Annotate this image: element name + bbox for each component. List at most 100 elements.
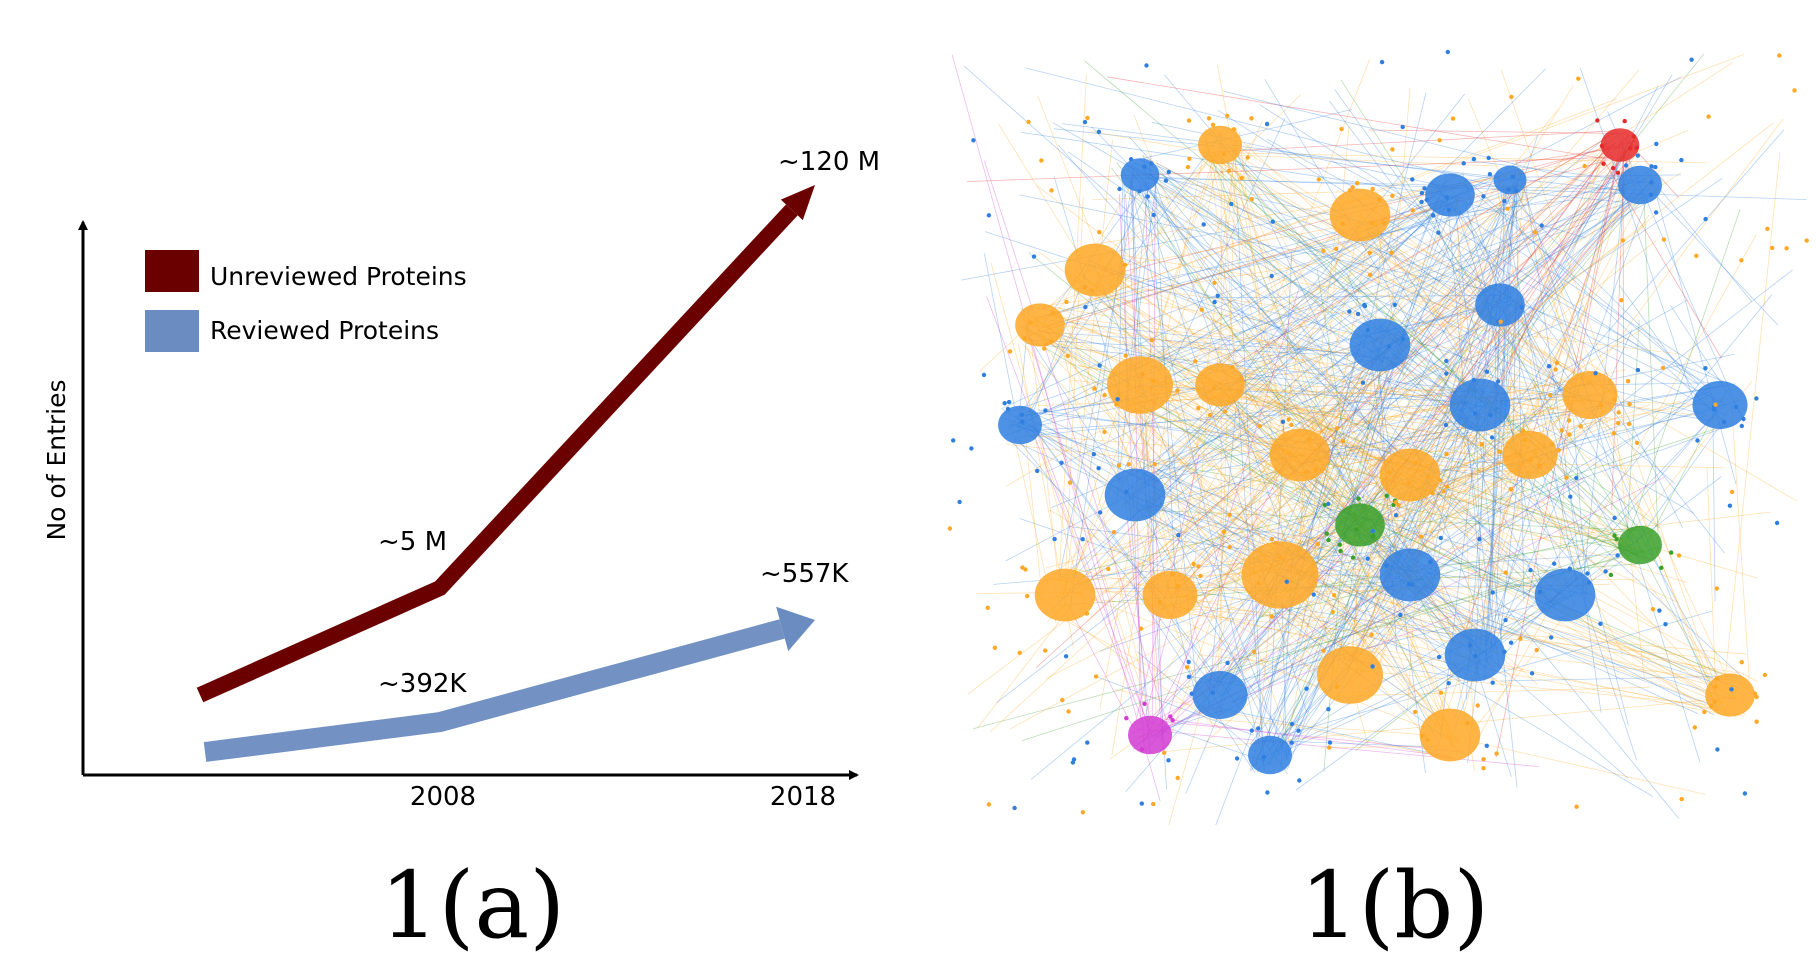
network-edge [1493, 404, 1633, 541]
network-edge [1410, 173, 1652, 462]
network-node [1355, 181, 1360, 186]
network-node [1438, 690, 1444, 695]
network-edge [1020, 98, 1617, 329]
network-node [1390, 147, 1395, 152]
network-edge [1200, 189, 1442, 382]
network-node [1450, 116, 1456, 121]
network-node [1140, 372, 1145, 377]
network-edge [1350, 384, 1567, 593]
network-edge [1207, 267, 1455, 394]
network-node [1151, 801, 1156, 807]
network-edge [1237, 59, 1370, 398]
network-edge [1303, 149, 1611, 436]
network-node [1006, 399, 1012, 405]
network-node [1139, 747, 1145, 752]
network-node [1097, 363, 1102, 368]
network-edge [1600, 386, 1708, 416]
network-edge [1085, 179, 1629, 608]
network-edge [1137, 612, 1461, 739]
network-edge [1500, 675, 1742, 682]
network-edge [1098, 296, 1484, 354]
network-edge [1650, 175, 1737, 485]
network-node [1473, 653, 1478, 659]
network-edge [1334, 89, 1492, 308]
network-node [1754, 719, 1759, 724]
network-cluster [1379, 548, 1441, 602]
network-node [985, 605, 990, 610]
network-node [1556, 447, 1561, 453]
network-edge [1132, 167, 1141, 724]
network-node [1199, 307, 1204, 312]
network-edge [1150, 583, 1470, 638]
network-edge [966, 156, 1615, 182]
network-edge [1490, 295, 1727, 417]
network-node [1578, 424, 1583, 429]
network-edge [1214, 159, 1798, 502]
network-edge [1216, 362, 1487, 639]
network-edge [1362, 332, 1596, 566]
network-edge [1119, 194, 1145, 743]
network-edge [1259, 104, 1699, 386]
network-edge [1241, 269, 1793, 699]
network-node [1114, 402, 1119, 407]
network-edge [1481, 287, 1622, 548]
network-node [1324, 531, 1329, 536]
network-edge [1021, 326, 1372, 529]
network-node [1370, 528, 1375, 534]
network-node [1703, 216, 1708, 222]
network-node [1229, 201, 1234, 207]
network-node [1522, 437, 1528, 443]
network-node [1508, 487, 1514, 492]
network-node [1615, 553, 1620, 558]
network-edge [1037, 175, 1621, 319]
network-node [1396, 502, 1401, 508]
network-node [1490, 590, 1495, 595]
network-node [1616, 410, 1621, 415]
network-node [1676, 553, 1682, 558]
network-edge [1028, 419, 1386, 590]
network-edge [1217, 127, 1238, 695]
annotation-unreviewed-2008: ~5 M [378, 527, 447, 557]
network-node [1327, 740, 1333, 745]
network-cluster [1128, 715, 1172, 755]
network-node [1332, 593, 1337, 598]
network-cluster [1335, 503, 1385, 547]
caption-a: 1(a) [380, 852, 566, 959]
network-edge [1049, 314, 1342, 353]
network-edge [1199, 294, 1503, 299]
network-edge [1404, 85, 1659, 574]
network-edge [1302, 160, 1614, 465]
network-edge [1157, 177, 1807, 200]
network-node [1340, 221, 1345, 226]
network-edge [1502, 415, 1715, 657]
network-edge [1411, 129, 1785, 557]
network-node [1712, 699, 1717, 704]
network-edge [1487, 563, 1713, 697]
network-node [1059, 460, 1064, 465]
network-node [1049, 188, 1054, 193]
network-node [1350, 185, 1355, 190]
network-edge [1094, 264, 1289, 763]
network-edge [1016, 438, 1222, 697]
network-node [1634, 145, 1640, 150]
network-edge [1061, 123, 1514, 182]
network-node [1574, 475, 1579, 481]
network-edge [1351, 335, 1384, 649]
network-edge [1043, 53, 1745, 319]
network-edge [1356, 233, 1592, 409]
network-node [1339, 126, 1344, 132]
network-edge [1635, 428, 1718, 543]
network-node [1226, 168, 1232, 173]
network-edge [1217, 133, 1483, 423]
network-node [1066, 709, 1071, 714]
network-edge [1299, 386, 1721, 464]
network-node [1548, 393, 1553, 398]
network-edge [1206, 208, 1464, 686]
network-node [1152, 462, 1157, 467]
network-node [1715, 747, 1720, 752]
network-node [1222, 409, 1227, 414]
network-edge [1145, 482, 1493, 645]
network-edge [1281, 597, 1287, 759]
network-node [1729, 489, 1735, 495]
network-node [1082, 285, 1087, 290]
